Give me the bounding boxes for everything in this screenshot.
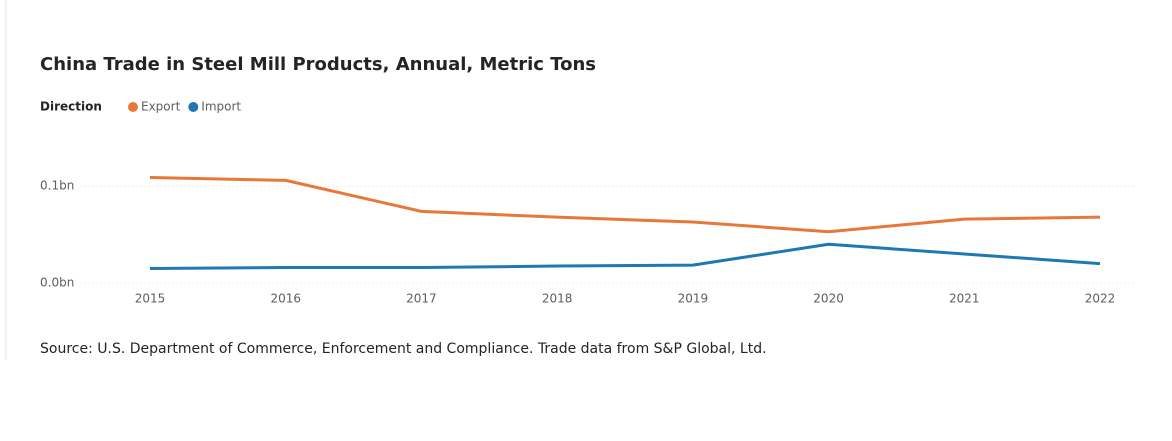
- x-tick-label: 2015: [135, 292, 166, 306]
- y-tick-label: 0.0bn: [40, 276, 74, 290]
- legend-title: Direction: [40, 100, 102, 114]
- legend-label: Import: [201, 100, 241, 114]
- series-line: [149, 242, 1101, 270]
- x-tick-label: 2022: [1085, 292, 1116, 306]
- legend-marker: [128, 102, 138, 112]
- series-line: [149, 175, 1101, 234]
- legend-label: Export: [141, 100, 181, 114]
- x-tick-label: 2017: [406, 292, 437, 306]
- y-tick-label: 0.1bn: [40, 179, 74, 193]
- x-tick-label: 2020: [813, 292, 844, 306]
- source-note: Source: U.S. Department of Commerce, Enf…: [40, 341, 767, 357]
- x-tick-label: 2021: [949, 292, 980, 306]
- x-tick-label: 2016: [270, 292, 301, 306]
- chart-title: China Trade in Steel Mill Products, Annu…: [40, 54, 596, 75]
- legend-marker: [188, 102, 199, 112]
- x-tick-label: 2018: [542, 292, 573, 306]
- x-tick-label: 2019: [678, 292, 709, 306]
